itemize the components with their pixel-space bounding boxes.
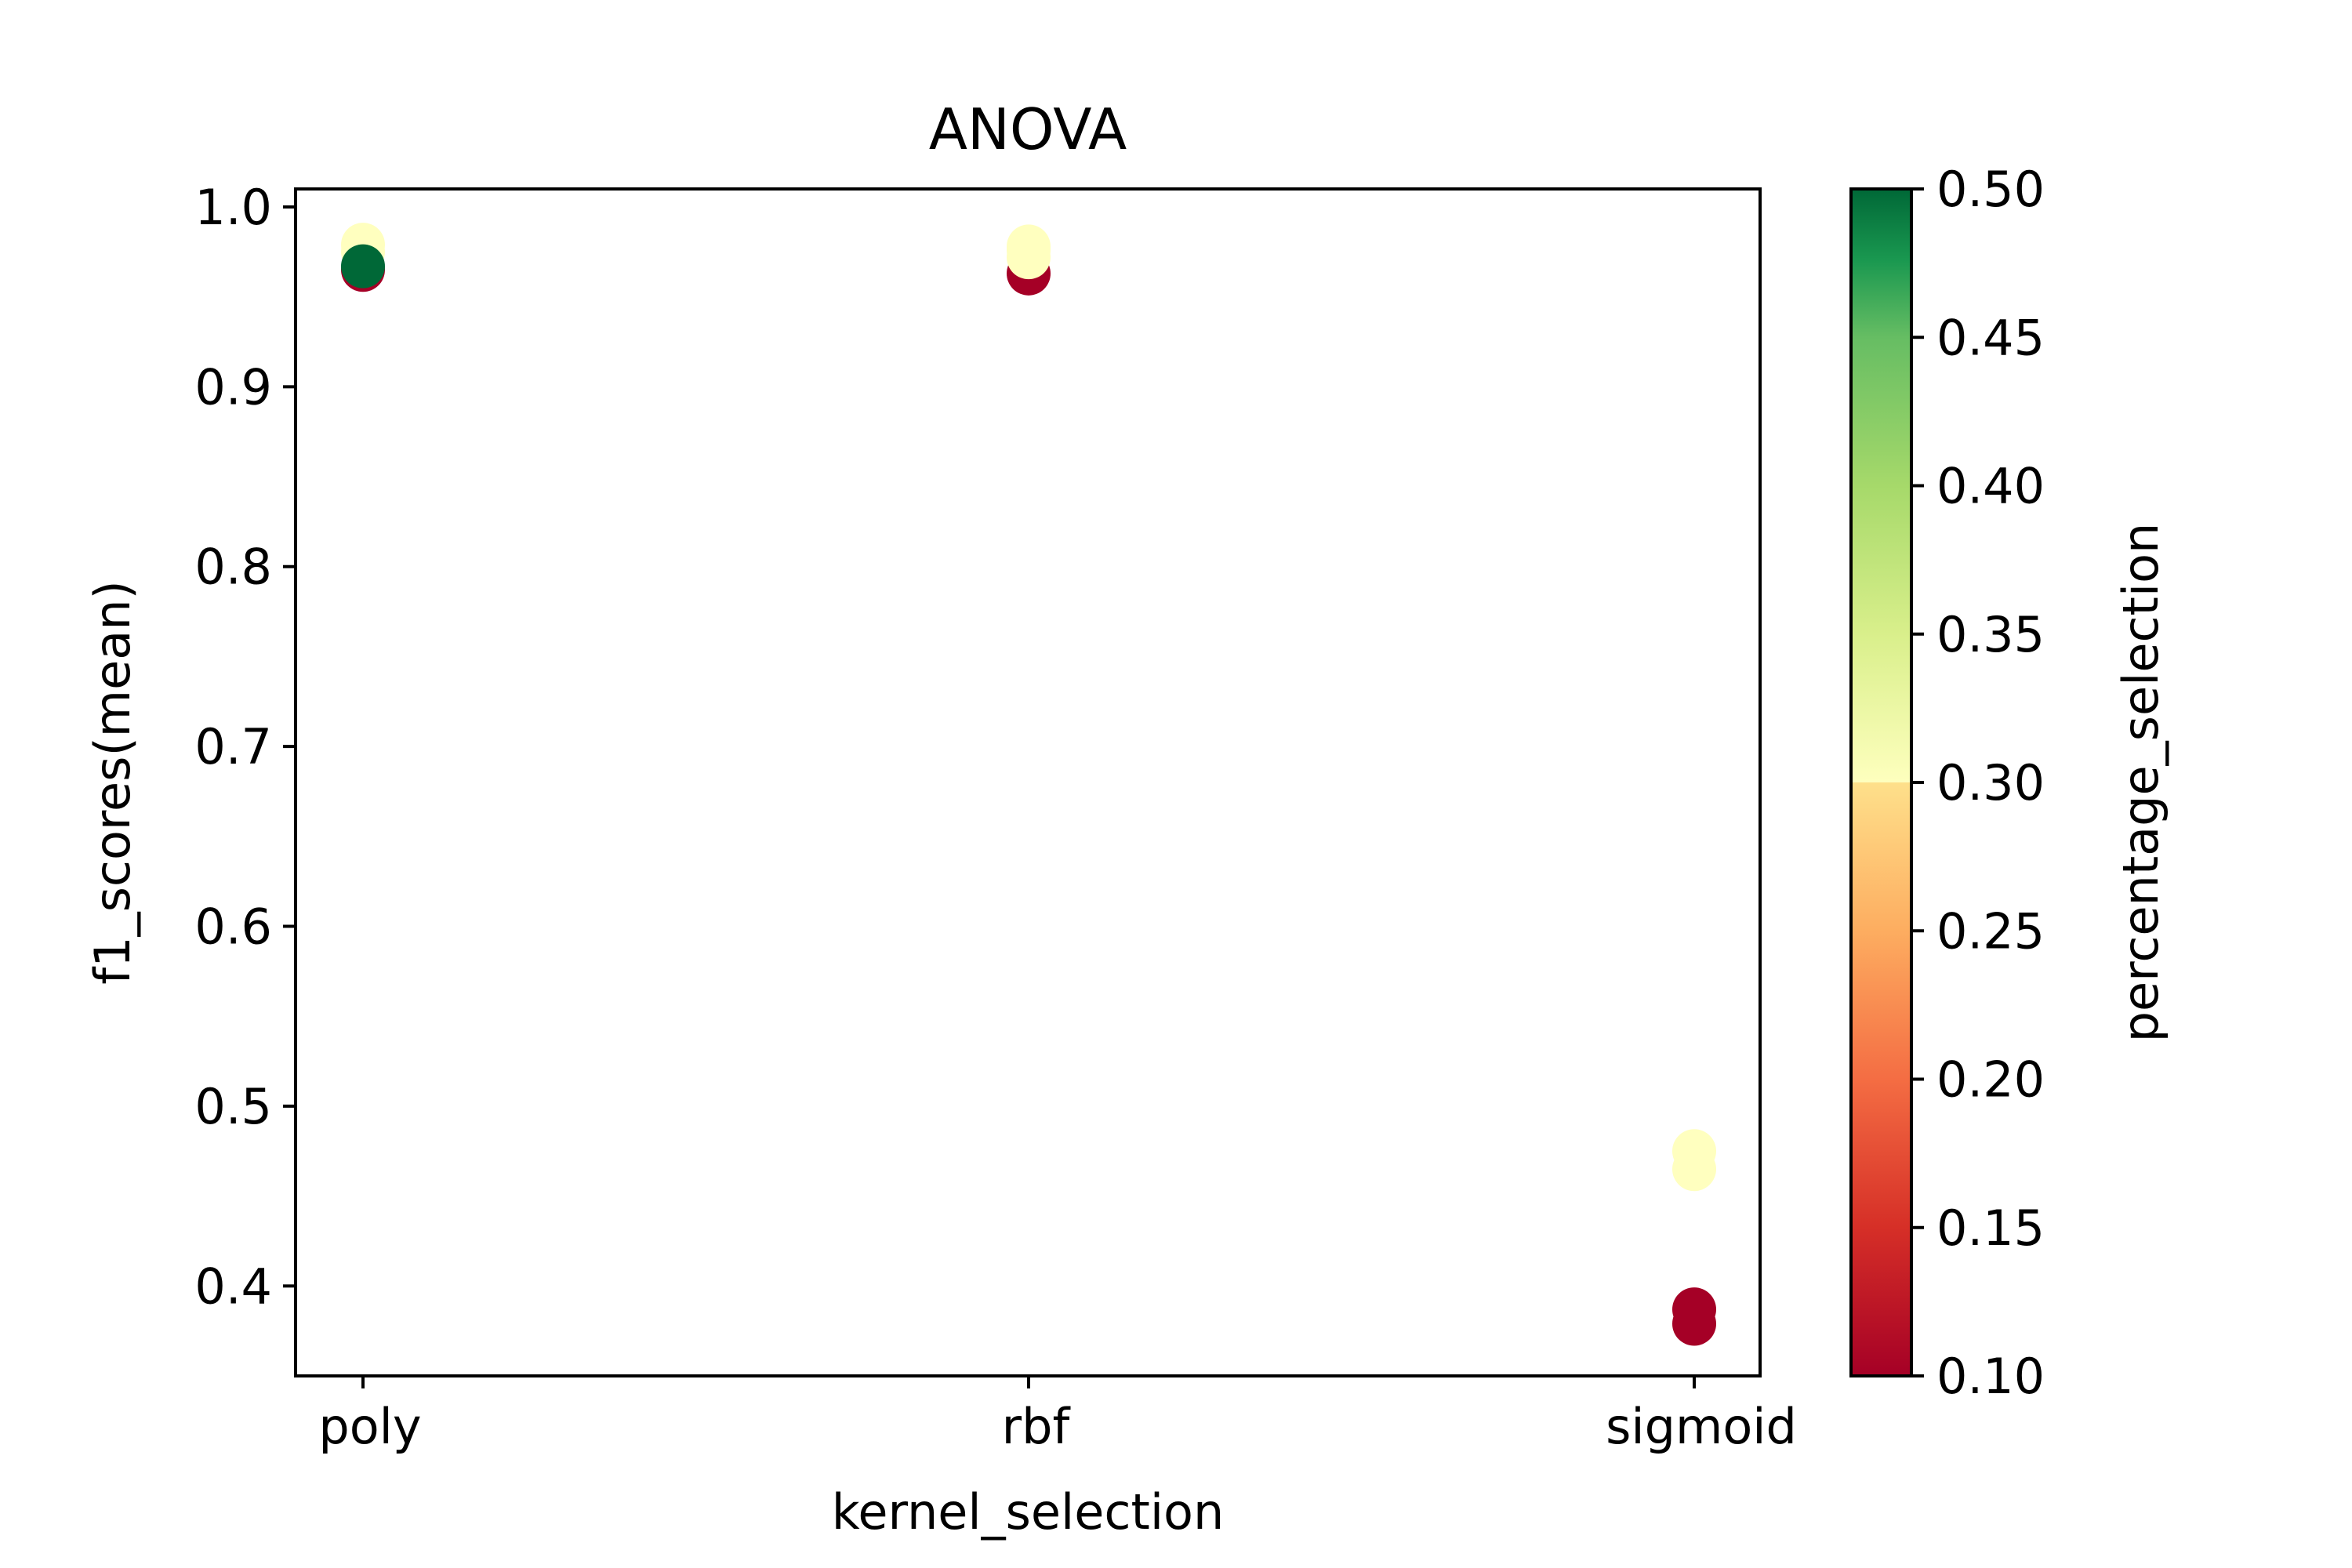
x-tick-label: poly — [318, 1398, 421, 1455]
scatter-points — [341, 223, 1716, 1346]
colorbar-tick-label: 0.35 — [1936, 606, 2045, 663]
data-point — [1007, 224, 1051, 269]
y-tick-label: 0.4 — [194, 1258, 272, 1315]
y-axis: 0.4 0.5 0.6 0.7 0.8 0.9 1.0 — [194, 179, 296, 1315]
y-tick-label: 1.0 — [194, 179, 272, 236]
data-point — [1672, 1147, 1716, 1192]
x-axis-label: kernel_selection — [832, 1483, 1225, 1541]
colorbar-label: percentage_selection — [2112, 523, 2169, 1043]
y-tick-label: 0.6 — [194, 898, 272, 956]
y-tick-label: 0.9 — [194, 358, 272, 416]
x-tick-label: rbf — [1002, 1398, 1072, 1455]
colorbar-tick-label: 0.40 — [1936, 458, 2045, 515]
y-tick-label: 0.5 — [194, 1078, 272, 1135]
data-point — [341, 244, 385, 289]
plot-area — [294, 187, 1762, 1377]
colorbar-tick-label: 0.45 — [1936, 309, 2045, 366]
colorbar-tick-label: 0.10 — [1936, 1348, 2045, 1405]
colorbar-tick-label: 0.30 — [1936, 754, 2045, 811]
chart-title: ANOVA — [929, 96, 1127, 162]
x-tick-label: sigmoid — [1606, 1398, 1797, 1455]
data-point — [1672, 1301, 1716, 1346]
y-tick-label: 0.8 — [194, 539, 272, 596]
colorbar-ticks: 0.10 0.15 0.20 0.25 0.30 0.35 0.40 0.45 0.50 — [1911, 161, 2045, 1405]
colorbar-tick-label: 0.20 — [1936, 1051, 2045, 1109]
colorbar — [1849, 187, 1913, 1377]
colorbar-tick-label: 0.50 — [1936, 161, 2045, 218]
colorbar-tick-label: 0.25 — [1936, 902, 2045, 960]
y-axis-label: f1_scores(mean) — [84, 580, 141, 984]
colorbar-tick-label: 0.15 — [1936, 1200, 2045, 1257]
x-axis: poly rbf sigmoid — [318, 1376, 1797, 1455]
y-tick-label: 0.7 — [194, 718, 272, 775]
